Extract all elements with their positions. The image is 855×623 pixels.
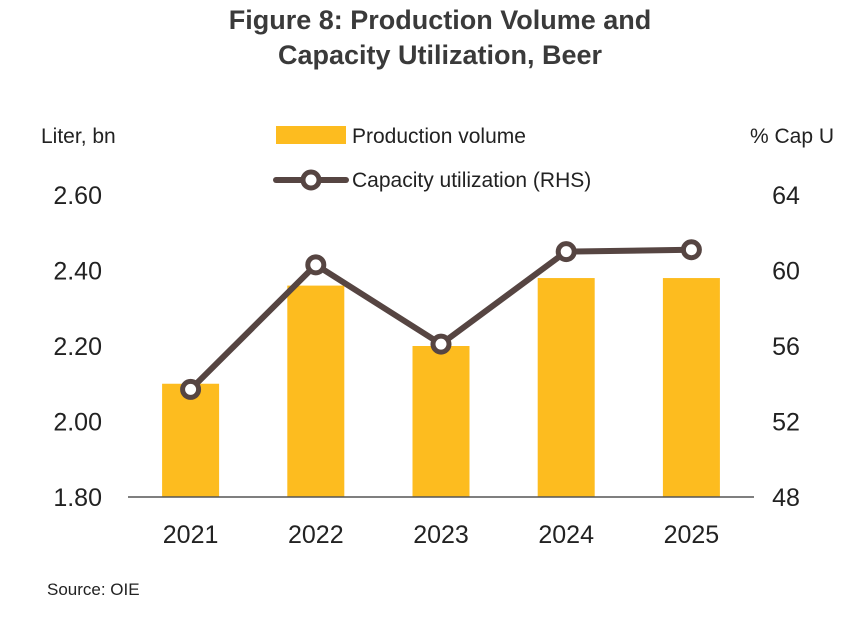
right-axis-tick-label: 56 <box>772 333 800 361</box>
x-axis-tick-label: 2022 <box>288 521 344 549</box>
right-axis-tick-label: 48 <box>772 484 800 512</box>
x-axis-tick-label: 2024 <box>538 521 594 549</box>
right-axis-tick-label: 52 <box>772 409 800 437</box>
legend-label-capacity-utilization: Capacity utilization (RHS) <box>352 169 591 192</box>
x-axis-tick-label: 2021 <box>163 521 219 549</box>
capacity-utilization-point-2025 <box>680 239 702 261</box>
x-axis-ticks: 2021 2022 2023 2024 2025 <box>163 521 719 549</box>
left-axis-tick-label: 1.80 <box>53 484 102 512</box>
bar-2024 <box>537 278 595 497</box>
left-axis-tick-label: 2.00 <box>53 409 102 437</box>
left-axis-tick-label: 2.60 <box>53 182 102 210</box>
chart-title-line-1: Figure 8: Production Volume and <box>229 5 652 35</box>
chart-title-line-2: Capacity Utilization, Beer <box>278 40 603 70</box>
right-axis-tick-label: 64 <box>772 182 800 210</box>
chart-title: Figure 8: Production Volume and Capacity… <box>229 5 652 70</box>
bar-series-production-volume <box>162 278 720 497</box>
bar-2022 <box>287 285 345 497</box>
capacity-utilization-point-2021 <box>180 378 202 400</box>
left-axis-tick-label: 2.40 <box>53 258 102 286</box>
x-axis-tick-label: 2023 <box>413 521 469 549</box>
bar-2023 <box>412 346 470 497</box>
bar-2025 <box>662 278 720 497</box>
line-series-capacity-utilization <box>180 239 702 400</box>
left-axis-ticks: 1.80 2.00 2.20 2.40 2.60 <box>53 182 102 512</box>
left-axis-tick-label: 2.20 <box>53 333 102 361</box>
capacity-utilization-point-2023 <box>430 333 452 355</box>
right-axis-tick-label: 60 <box>772 258 800 286</box>
capacity-utilization-point-2022 <box>305 254 327 276</box>
bar-2021 <box>162 383 220 497</box>
legend-label-production-volume: Production volume <box>352 125 526 148</box>
source-note: Source: OIE <box>47 580 140 599</box>
right-axis-ticks: 48 52 56 60 64 <box>772 182 800 512</box>
legend-marker-capacity-utilization <box>300 169 322 191</box>
x-axis-tick-label: 2025 <box>664 521 720 549</box>
capacity-utilization-point-2024 <box>555 241 577 263</box>
right-axis-unit-label: % Cap U <box>750 125 834 148</box>
left-axis-unit-label: Liter, bn <box>41 125 116 148</box>
legend-swatch-production-volume <box>276 126 346 144</box>
legend: Production volume Capacity utilization (… <box>273 125 591 192</box>
